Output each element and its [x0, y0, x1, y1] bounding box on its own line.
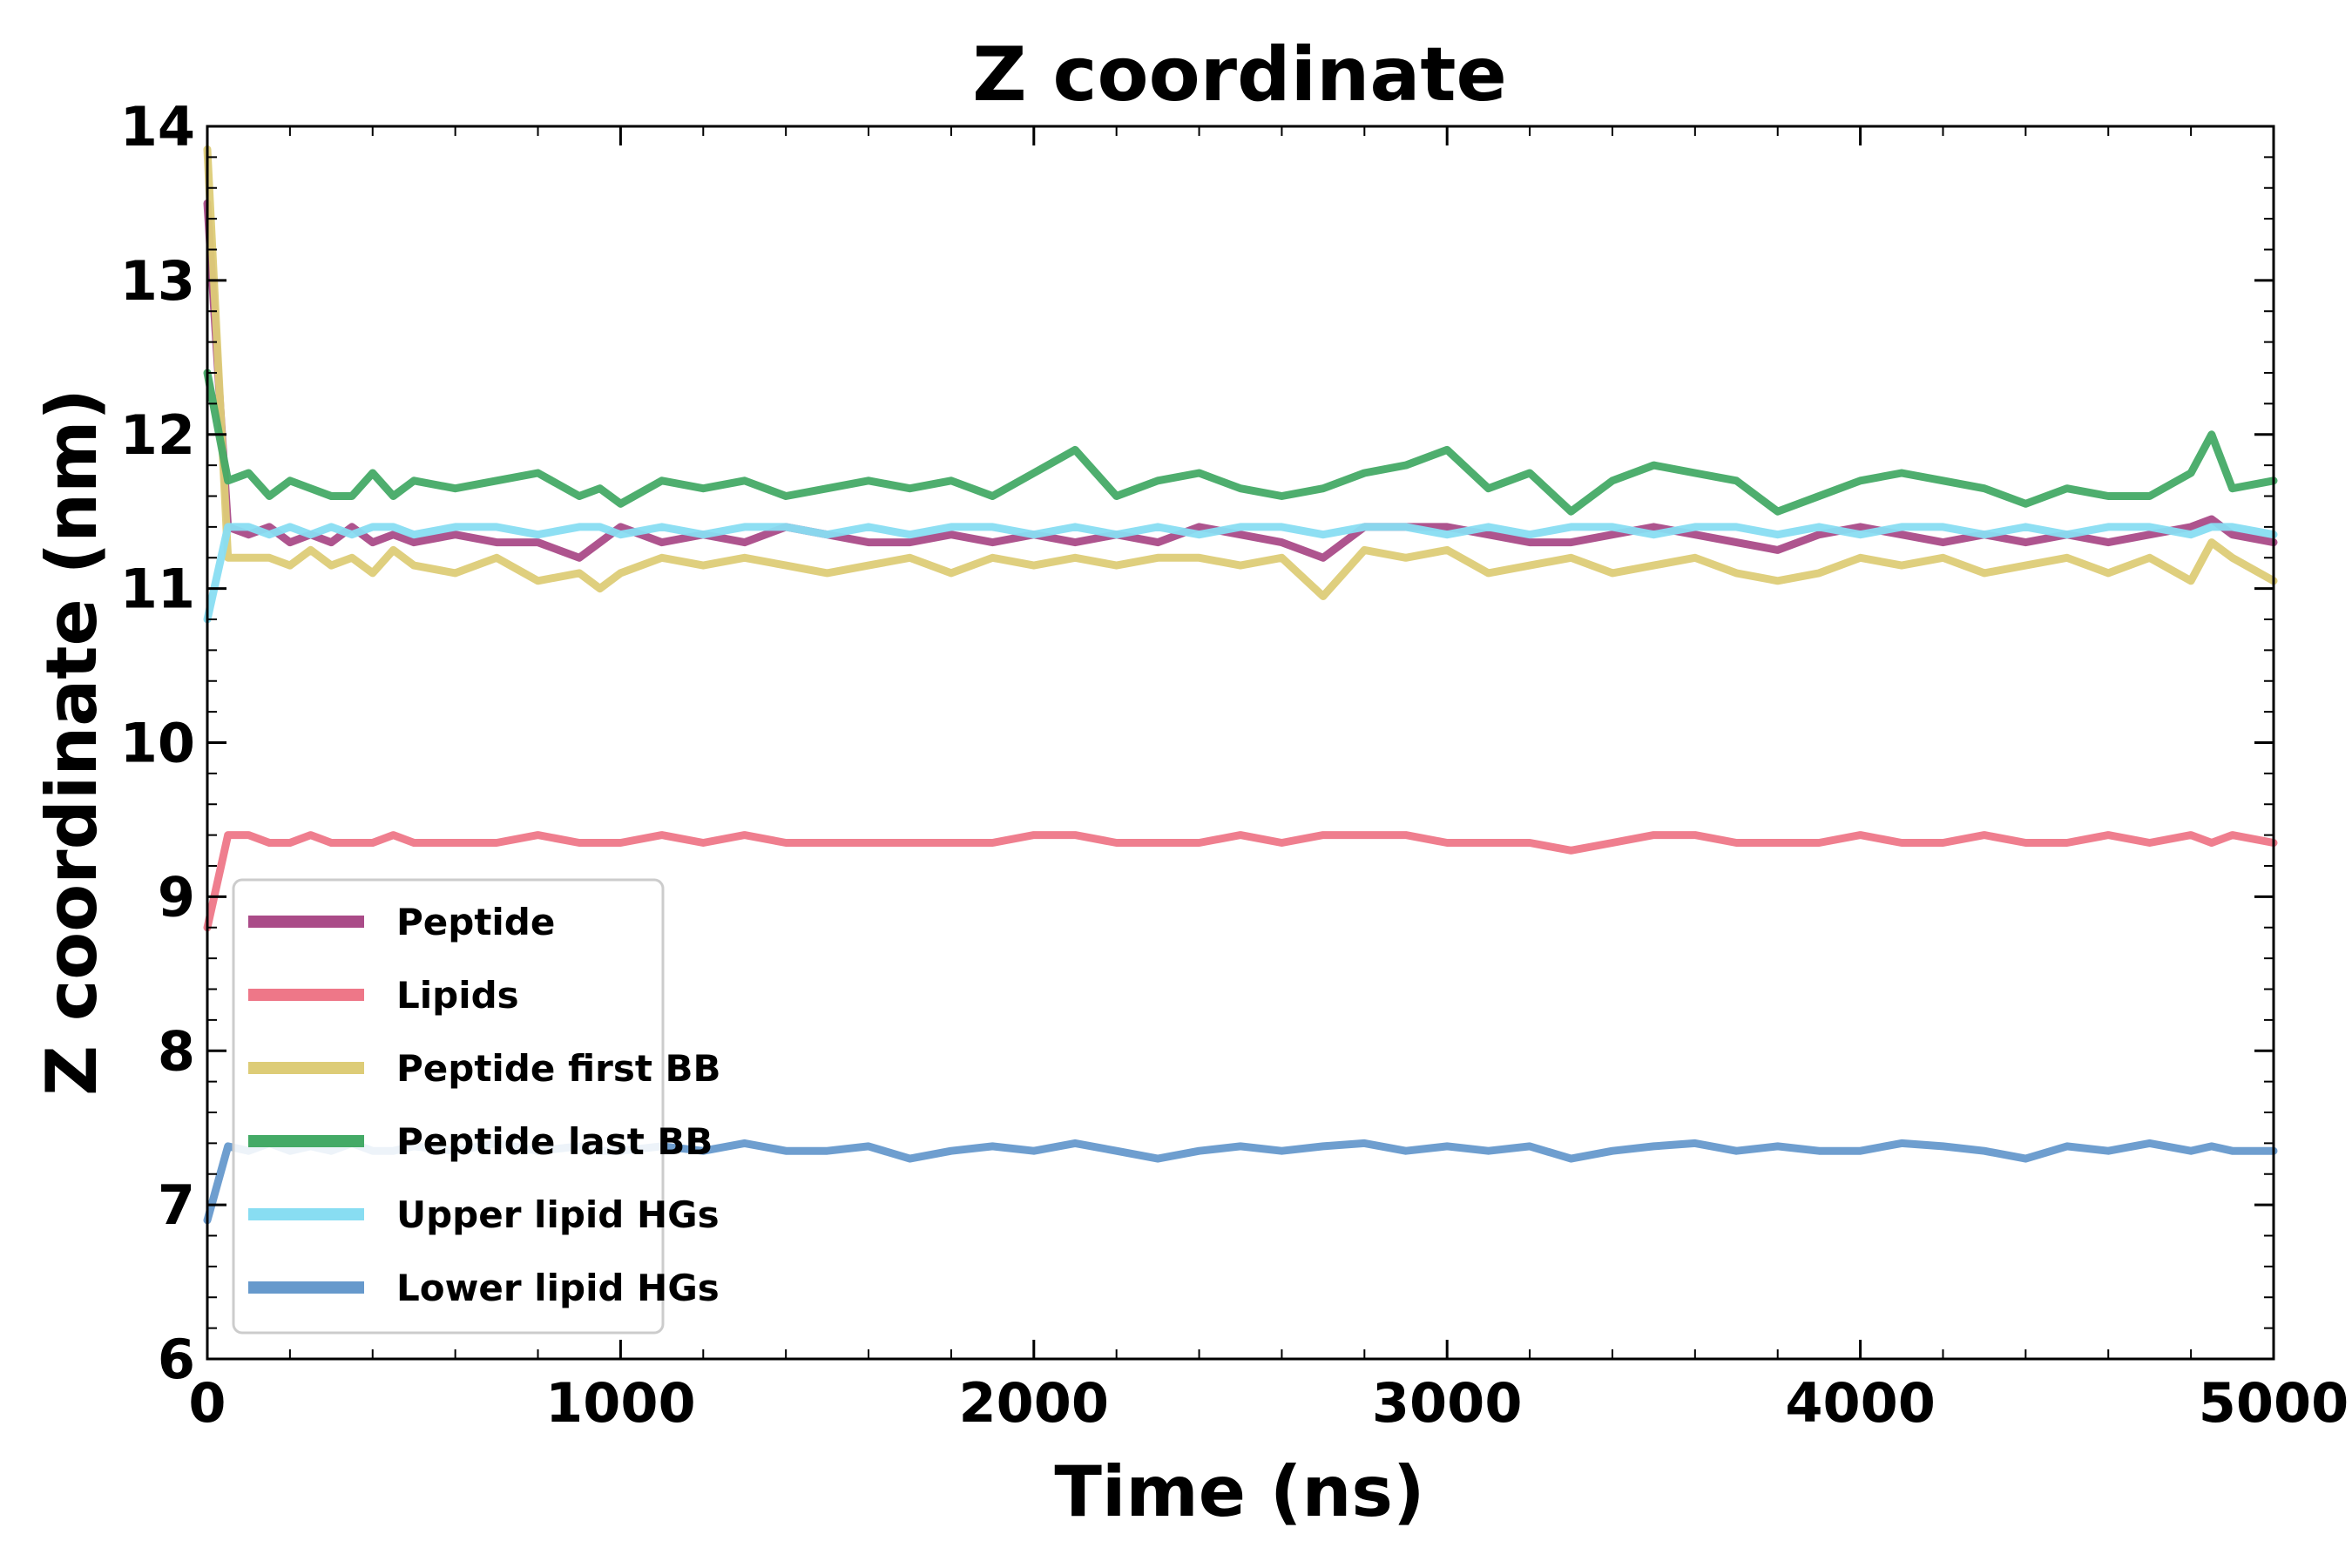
y-tick-label: 7	[158, 1173, 195, 1237]
y-tick-label: 10	[120, 712, 195, 775]
plot-frame	[206, 125, 2275, 1361]
series-line-peptide-first-bb	[203, 145, 2278, 600]
x-tick-label: 2000	[959, 1371, 1110, 1435]
y-axis-label: Z coordinate (nm)	[31, 389, 112, 1096]
series-line-lipids	[203, 831, 2278, 932]
y-tick-labels: 6 7 8 9 10 11 12 13 14	[120, 95, 195, 1391]
legend: Peptide Lipids Peptide first BB Peptide las…	[232, 878, 721, 1335]
legend-items: Peptide Lipids Peptide first BB Peptide las…	[248, 901, 721, 1309]
y-tick-label: 12	[120, 403, 195, 467]
series-line-peptide	[203, 199, 2278, 562]
x-tick-label: 1000	[545, 1371, 696, 1435]
legend-box	[232, 878, 665, 1335]
legend-label: Peptide last BB	[396, 1120, 713, 1163]
x-tick-label: 5000	[2199, 1371, 2349, 1435]
x-axis-label: Time (ns)	[1054, 1451, 1424, 1532]
series-line-upper-lipid-hgs	[203, 523, 2278, 624]
legend-label: Lower lipid HGs	[396, 1267, 720, 1309]
chart-title: Z coordinate	[972, 31, 1507, 118]
y-tick-label: 9	[158, 865, 195, 929]
y-tick-label: 14	[120, 95, 195, 159]
x-tick-label: 3000	[1372, 1371, 1523, 1435]
x-tick-label: 0	[188, 1371, 226, 1435]
x-tick-labels: 0 1000 2000 3000 4000 5000	[188, 1371, 2349, 1435]
y-tick-label: 13	[120, 249, 195, 313]
legend-label: Peptide first BB	[396, 1047, 721, 1090]
series-line-peptide-last-bb	[203, 368, 2278, 516]
x-tick-label: 4000	[1785, 1371, 1936, 1435]
y-tick-label: 11	[120, 558, 195, 621]
legend-label: Lipids	[396, 974, 519, 1017]
legend-label: Peptide	[396, 901, 555, 943]
y-tick-label: 8	[158, 1019, 195, 1083]
legend-label: Upper lipid HGs	[396, 1193, 720, 1236]
y-tick-label: 6	[158, 1328, 195, 1391]
